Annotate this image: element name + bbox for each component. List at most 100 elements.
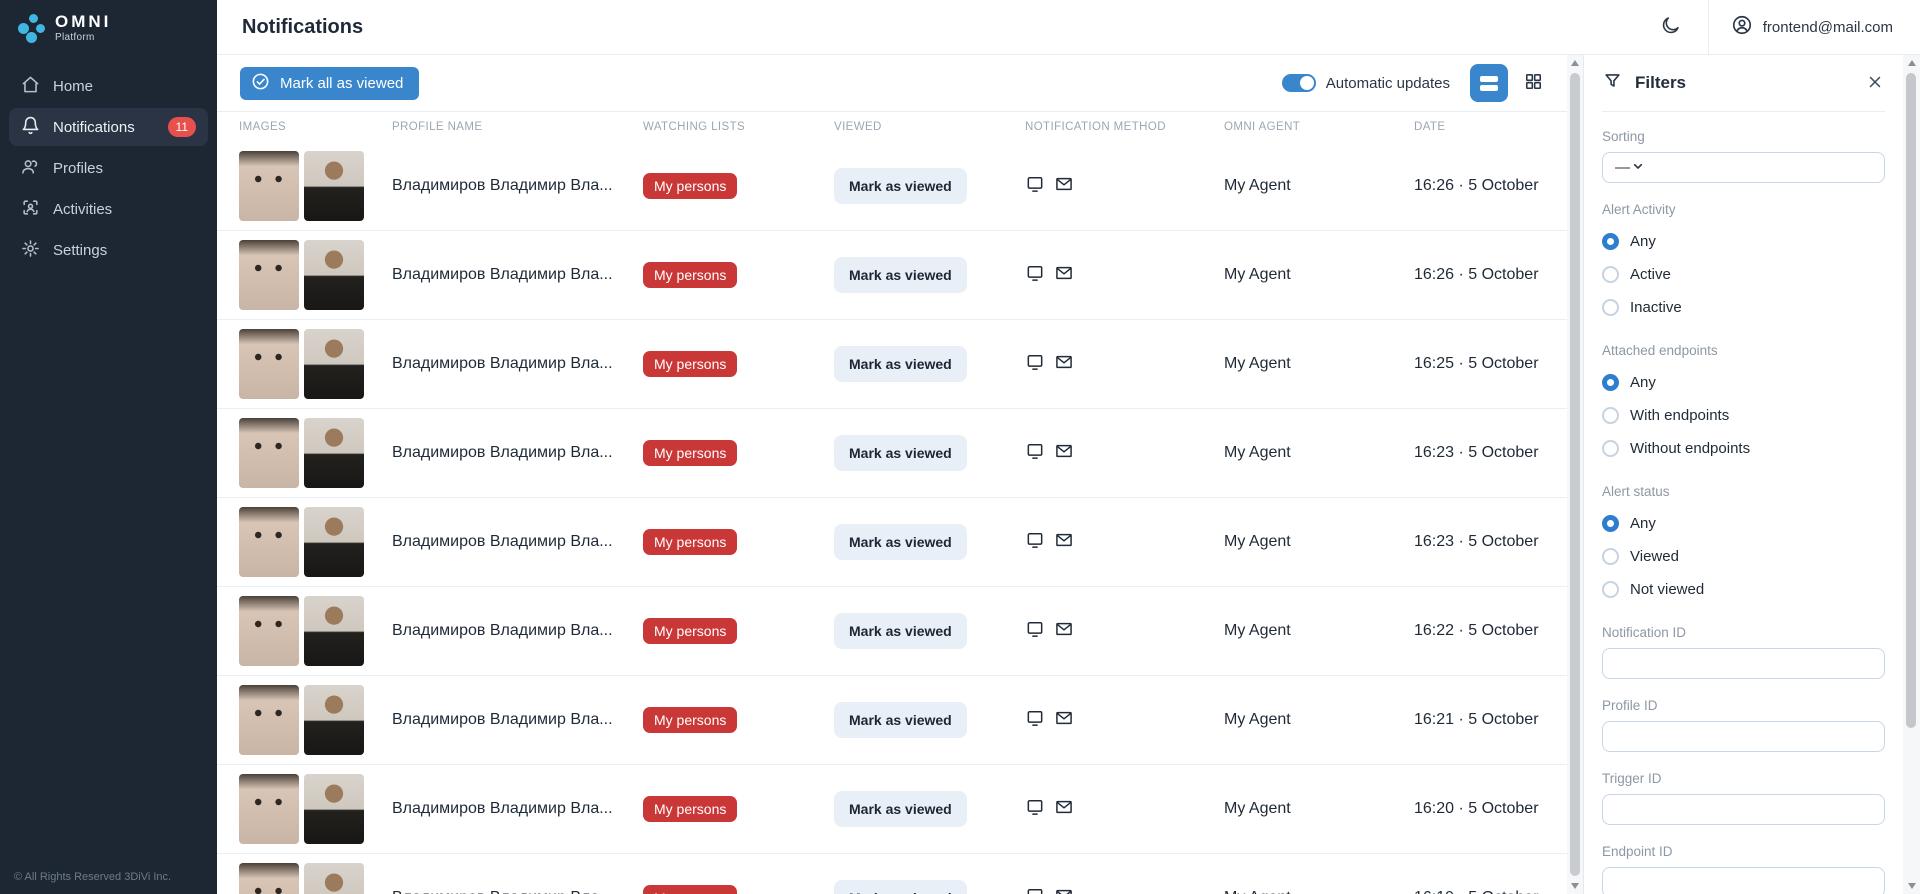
- row-images: [239, 151, 392, 221]
- face-thumbnail: [239, 151, 299, 221]
- radio-label: Inactive: [1630, 299, 1682, 316]
- user-account-button[interactable]: frontend@mail.com: [1709, 14, 1920, 40]
- radio-alert-activity-any[interactable]: Any: [1602, 225, 1885, 258]
- radio-endpoints-any[interactable]: Any: [1602, 366, 1885, 399]
- endpoint-id-input[interactable]: [1602, 867, 1885, 894]
- toggle-knob: [1299, 76, 1314, 90]
- radio-label: Any: [1630, 515, 1656, 532]
- gear-icon: [21, 239, 40, 262]
- omni-agent: My Agent: [1224, 800, 1291, 817]
- notification-date: 16:23 · 5 October: [1414, 444, 1539, 461]
- scroll-down-arrow[interactable]: [1903, 878, 1920, 894]
- monitor-icon: [1025, 352, 1045, 377]
- panel-scrollbar[interactable]: [1903, 55, 1920, 894]
- scrollbar-thumb[interactable]: [1570, 73, 1580, 876]
- column-header-images: IMAGES: [239, 121, 287, 133]
- radio-label: Without endpoints: [1630, 440, 1751, 457]
- notification-methods: [1025, 352, 1224, 377]
- radio-label: Viewed: [1630, 548, 1679, 565]
- mark-as-viewed-button[interactable]: Mark as viewed: [834, 435, 967, 471]
- watching-list-badge: My persons: [643, 351, 738, 377]
- notification-methods: [1025, 530, 1224, 555]
- monitor-icon: [1025, 174, 1045, 199]
- radio-label: With endpoints: [1630, 407, 1730, 424]
- radio-alert-status-viewed[interactable]: Viewed: [1602, 540, 1885, 573]
- radio-alert-activity-inactive[interactable]: Inactive: [1602, 291, 1885, 324]
- radio-endpoints-without[interactable]: Without endpoints: [1602, 432, 1885, 465]
- omni-agent: My Agent: [1224, 266, 1291, 283]
- watching-list-badge: My persons: [643, 262, 738, 288]
- radio-alert-status-any[interactable]: Any: [1602, 507, 1885, 540]
- mark-as-viewed-button[interactable]: Mark as viewed: [834, 346, 967, 382]
- mark-as-viewed-button[interactable]: Mark as viewed: [834, 168, 967, 204]
- table-row: Владимиров Владимир Вла... My persons Ma…: [217, 676, 1567, 765]
- notification-methods: [1025, 441, 1224, 466]
- profile-name: Владимиров Владимир Вла...: [392, 800, 613, 817]
- grid-view-button[interactable]: [1514, 64, 1552, 102]
- radio-alert-status-not-viewed[interactable]: Not viewed: [1602, 573, 1885, 606]
- row-images: [239, 863, 392, 894]
- mark-as-viewed-button[interactable]: Mark as viewed: [834, 702, 967, 738]
- envelope-icon: [1054, 797, 1074, 822]
- row-images: [239, 685, 392, 755]
- dark-mode-button[interactable]: [1660, 15, 1681, 39]
- user-email: frontend@mail.com: [1762, 18, 1893, 36]
- sidebar-item-notifications[interactable]: Notifications 11: [9, 108, 208, 146]
- notification-id-input[interactable]: [1602, 648, 1885, 679]
- face-thumbnail: [304, 507, 364, 577]
- sidebar-item-home[interactable]: Home: [9, 67, 208, 105]
- face-thumbnail: [239, 863, 299, 894]
- scroll-up-arrow[interactable]: [1567, 55, 1583, 71]
- bell-icon: [21, 116, 40, 139]
- sidebar-item-profiles[interactable]: Profiles: [9, 149, 208, 187]
- sorting-select[interactable]: —: [1602, 152, 1885, 183]
- profile-name: Владимиров Владимир Вла...: [392, 355, 613, 372]
- radio-endpoints-with[interactable]: With endpoints: [1602, 399, 1885, 432]
- column-header-profile-name: PROFILE NAME: [392, 121, 483, 133]
- sidebar-item-settings[interactable]: Settings: [9, 231, 208, 269]
- notification-date: 16:20 · 5 October: [1414, 800, 1539, 817]
- envelope-icon: [1054, 886, 1074, 894]
- sidebar-item-label: Home: [53, 77, 94, 95]
- radio-icon: [1602, 266, 1619, 283]
- face-thumbnail: [239, 596, 299, 666]
- notification-date: 16:22 · 5 October: [1414, 622, 1539, 639]
- mark-as-viewed-button[interactable]: Mark as viewed: [834, 257, 967, 293]
- table-scrollbar[interactable]: [1567, 55, 1583, 894]
- notification-date: 16:25 · 5 October: [1414, 355, 1539, 372]
- radio-alert-activity-active[interactable]: Active: [1602, 258, 1885, 291]
- profile-name: Владимиров Владимир Вла...: [392, 444, 613, 461]
- watching-list-badge: My persons: [643, 618, 738, 644]
- scroll-down-arrow[interactable]: [1567, 878, 1583, 894]
- automatic-updates-toggle[interactable]: [1281, 74, 1316, 92]
- page-title: Notifications: [242, 15, 364, 38]
- brand-subtitle: Platform: [55, 32, 95, 43]
- scroll-up-arrow[interactable]: [1903, 55, 1920, 71]
- row-images: [239, 418, 392, 488]
- notification-methods: [1025, 886, 1224, 894]
- face-thumbnail: [239, 774, 299, 844]
- list-view-button[interactable]: [1470, 64, 1508, 102]
- mark-as-viewed-button[interactable]: Mark as viewed: [834, 791, 967, 827]
- face-thumbnail: [239, 685, 299, 755]
- omni-agent: My Agent: [1224, 444, 1291, 461]
- mark-as-viewed-button[interactable]: Mark as viewed: [834, 613, 967, 649]
- mark-as-viewed-button[interactable]: Mark as viewed: [834, 880, 967, 894]
- sidebar-item-activities[interactable]: Activities: [9, 190, 208, 228]
- sidebar-item-label: Settings: [53, 241, 108, 259]
- table-row: Владимиров Владимир Вла... My persons Ma…: [217, 587, 1567, 676]
- close-filters-button[interactable]: [1866, 73, 1884, 94]
- funnel-icon: [1603, 71, 1622, 95]
- mark-all-viewed-button[interactable]: Mark all as viewed: [240, 66, 420, 100]
- face-thumbnail: [304, 329, 364, 399]
- trigger-id-input[interactable]: [1602, 794, 1885, 825]
- field-label: Profile ID: [1602, 698, 1658, 713]
- omni-agent: My Agent: [1224, 533, 1291, 550]
- column-header-omni-agent: OMNI AGENT: [1224, 121, 1301, 133]
- close-icon: [1866, 73, 1884, 94]
- notification-methods: [1025, 174, 1224, 199]
- mark-as-viewed-button[interactable]: Mark as viewed: [834, 524, 967, 560]
- profile-id-input[interactable]: [1602, 721, 1885, 752]
- monitor-icon: [1025, 530, 1045, 555]
- scrollbar-thumb[interactable]: [1906, 73, 1916, 728]
